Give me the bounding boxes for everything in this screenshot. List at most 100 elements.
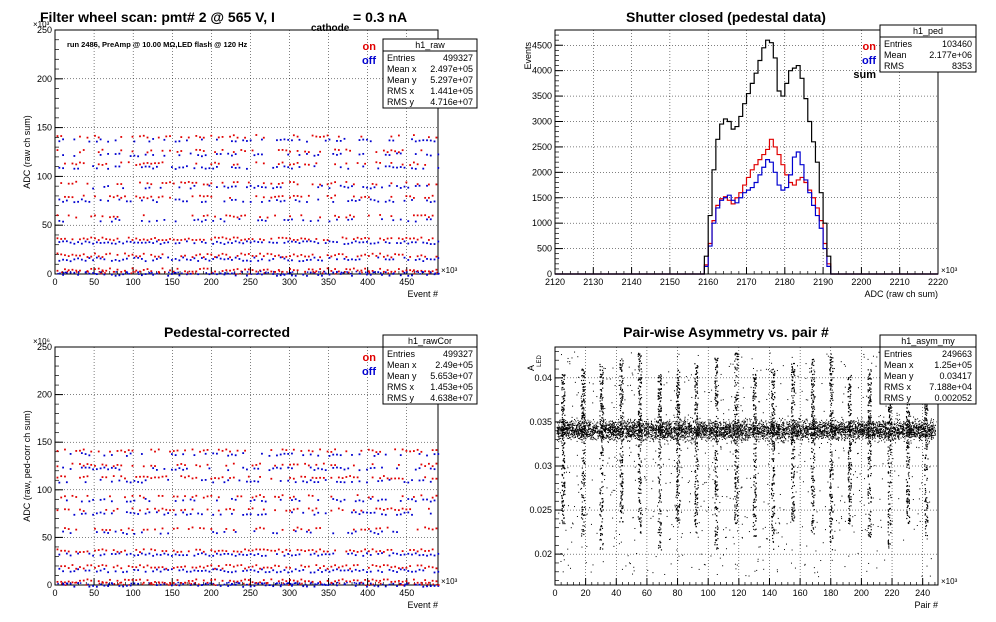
data-point <box>852 433 854 435</box>
data-point <box>140 258 143 260</box>
data-point <box>354 500 357 503</box>
data-point <box>789 425 791 427</box>
data-point <box>334 268 336 270</box>
data-point <box>822 422 824 424</box>
data-point <box>99 199 102 202</box>
data-point <box>557 421 559 423</box>
y-axis-label: A <box>526 365 536 371</box>
data-point <box>266 252 269 255</box>
data-point <box>348 271 350 274</box>
data-point <box>116 253 119 256</box>
data-point <box>182 499 185 502</box>
data-point <box>668 425 670 427</box>
data-point <box>344 583 346 585</box>
data-point <box>823 432 825 434</box>
data-point <box>191 526 194 529</box>
data-point <box>60 238 63 240</box>
data-point <box>616 427 618 429</box>
data-point <box>97 549 100 551</box>
data-point <box>672 432 674 434</box>
data-point <box>120 529 123 531</box>
data-point <box>120 449 123 452</box>
data-point <box>95 512 98 515</box>
data-point <box>407 511 410 514</box>
data-point <box>246 468 248 471</box>
data-point <box>857 435 859 437</box>
data-point <box>279 138 282 141</box>
data-point <box>56 149 59 151</box>
data-point <box>79 254 81 257</box>
data-point <box>95 256 98 259</box>
data-point <box>110 553 113 555</box>
data-point <box>403 240 406 243</box>
data-point <box>721 436 723 438</box>
data-point <box>232 134 235 137</box>
data-point <box>375 161 378 164</box>
x-tick-label: 2210 <box>890 277 910 287</box>
data-point <box>199 548 201 551</box>
data-point <box>101 215 104 218</box>
data-point <box>114 570 117 573</box>
data-point <box>150 183 153 186</box>
data-point <box>289 549 291 552</box>
data-point <box>142 465 145 468</box>
data-point <box>217 236 220 239</box>
data-point <box>279 480 282 482</box>
data-point <box>914 431 916 433</box>
data-point <box>105 529 108 531</box>
data-point <box>857 417 859 419</box>
data-point <box>646 422 648 424</box>
data-point <box>647 434 649 436</box>
data-point <box>673 428 675 430</box>
data-point <box>315 463 318 466</box>
data-point <box>332 271 335 274</box>
data-point <box>217 509 220 512</box>
data-point <box>60 475 63 478</box>
data-point <box>426 585 428 588</box>
data-point <box>313 240 316 243</box>
data-point <box>568 431 570 433</box>
y-tick-label: 0.025 <box>529 505 552 515</box>
data-point <box>227 241 230 244</box>
data-point <box>124 451 126 453</box>
data-point <box>798 429 800 431</box>
data-point <box>270 270 273 273</box>
data-point <box>699 424 701 426</box>
data-point <box>781 437 783 439</box>
data-point <box>289 237 291 240</box>
data-point <box>139 196 141 199</box>
data-point <box>244 238 246 241</box>
data-point <box>182 511 185 514</box>
data-point <box>591 434 593 436</box>
data-point <box>236 181 239 183</box>
data-point <box>64 195 66 198</box>
data-point <box>97 267 100 270</box>
data-point <box>88 241 91 244</box>
data-point <box>823 436 825 438</box>
data-point <box>420 214 423 217</box>
data-point <box>785 439 787 441</box>
data-point <box>298 166 301 168</box>
data-point <box>437 257 440 259</box>
data-point <box>322 565 325 567</box>
data-point <box>600 427 602 429</box>
data-point <box>913 433 915 435</box>
data-point <box>386 564 389 567</box>
data-point <box>199 450 201 453</box>
data-point <box>139 181 141 184</box>
data-point <box>94 237 96 240</box>
data-point <box>723 424 725 426</box>
data-point <box>56 465 59 468</box>
data-point <box>285 548 288 551</box>
data-point <box>366 552 368 555</box>
data-point <box>95 140 98 143</box>
data-point <box>426 184 428 187</box>
data-point <box>73 258 76 261</box>
data-point <box>838 437 840 439</box>
data-point <box>581 423 583 425</box>
data-point <box>204 154 207 157</box>
y-tick-label: 0 <box>547 269 552 279</box>
data-point <box>788 428 790 430</box>
data-point <box>594 437 596 439</box>
data-point <box>311 476 314 479</box>
